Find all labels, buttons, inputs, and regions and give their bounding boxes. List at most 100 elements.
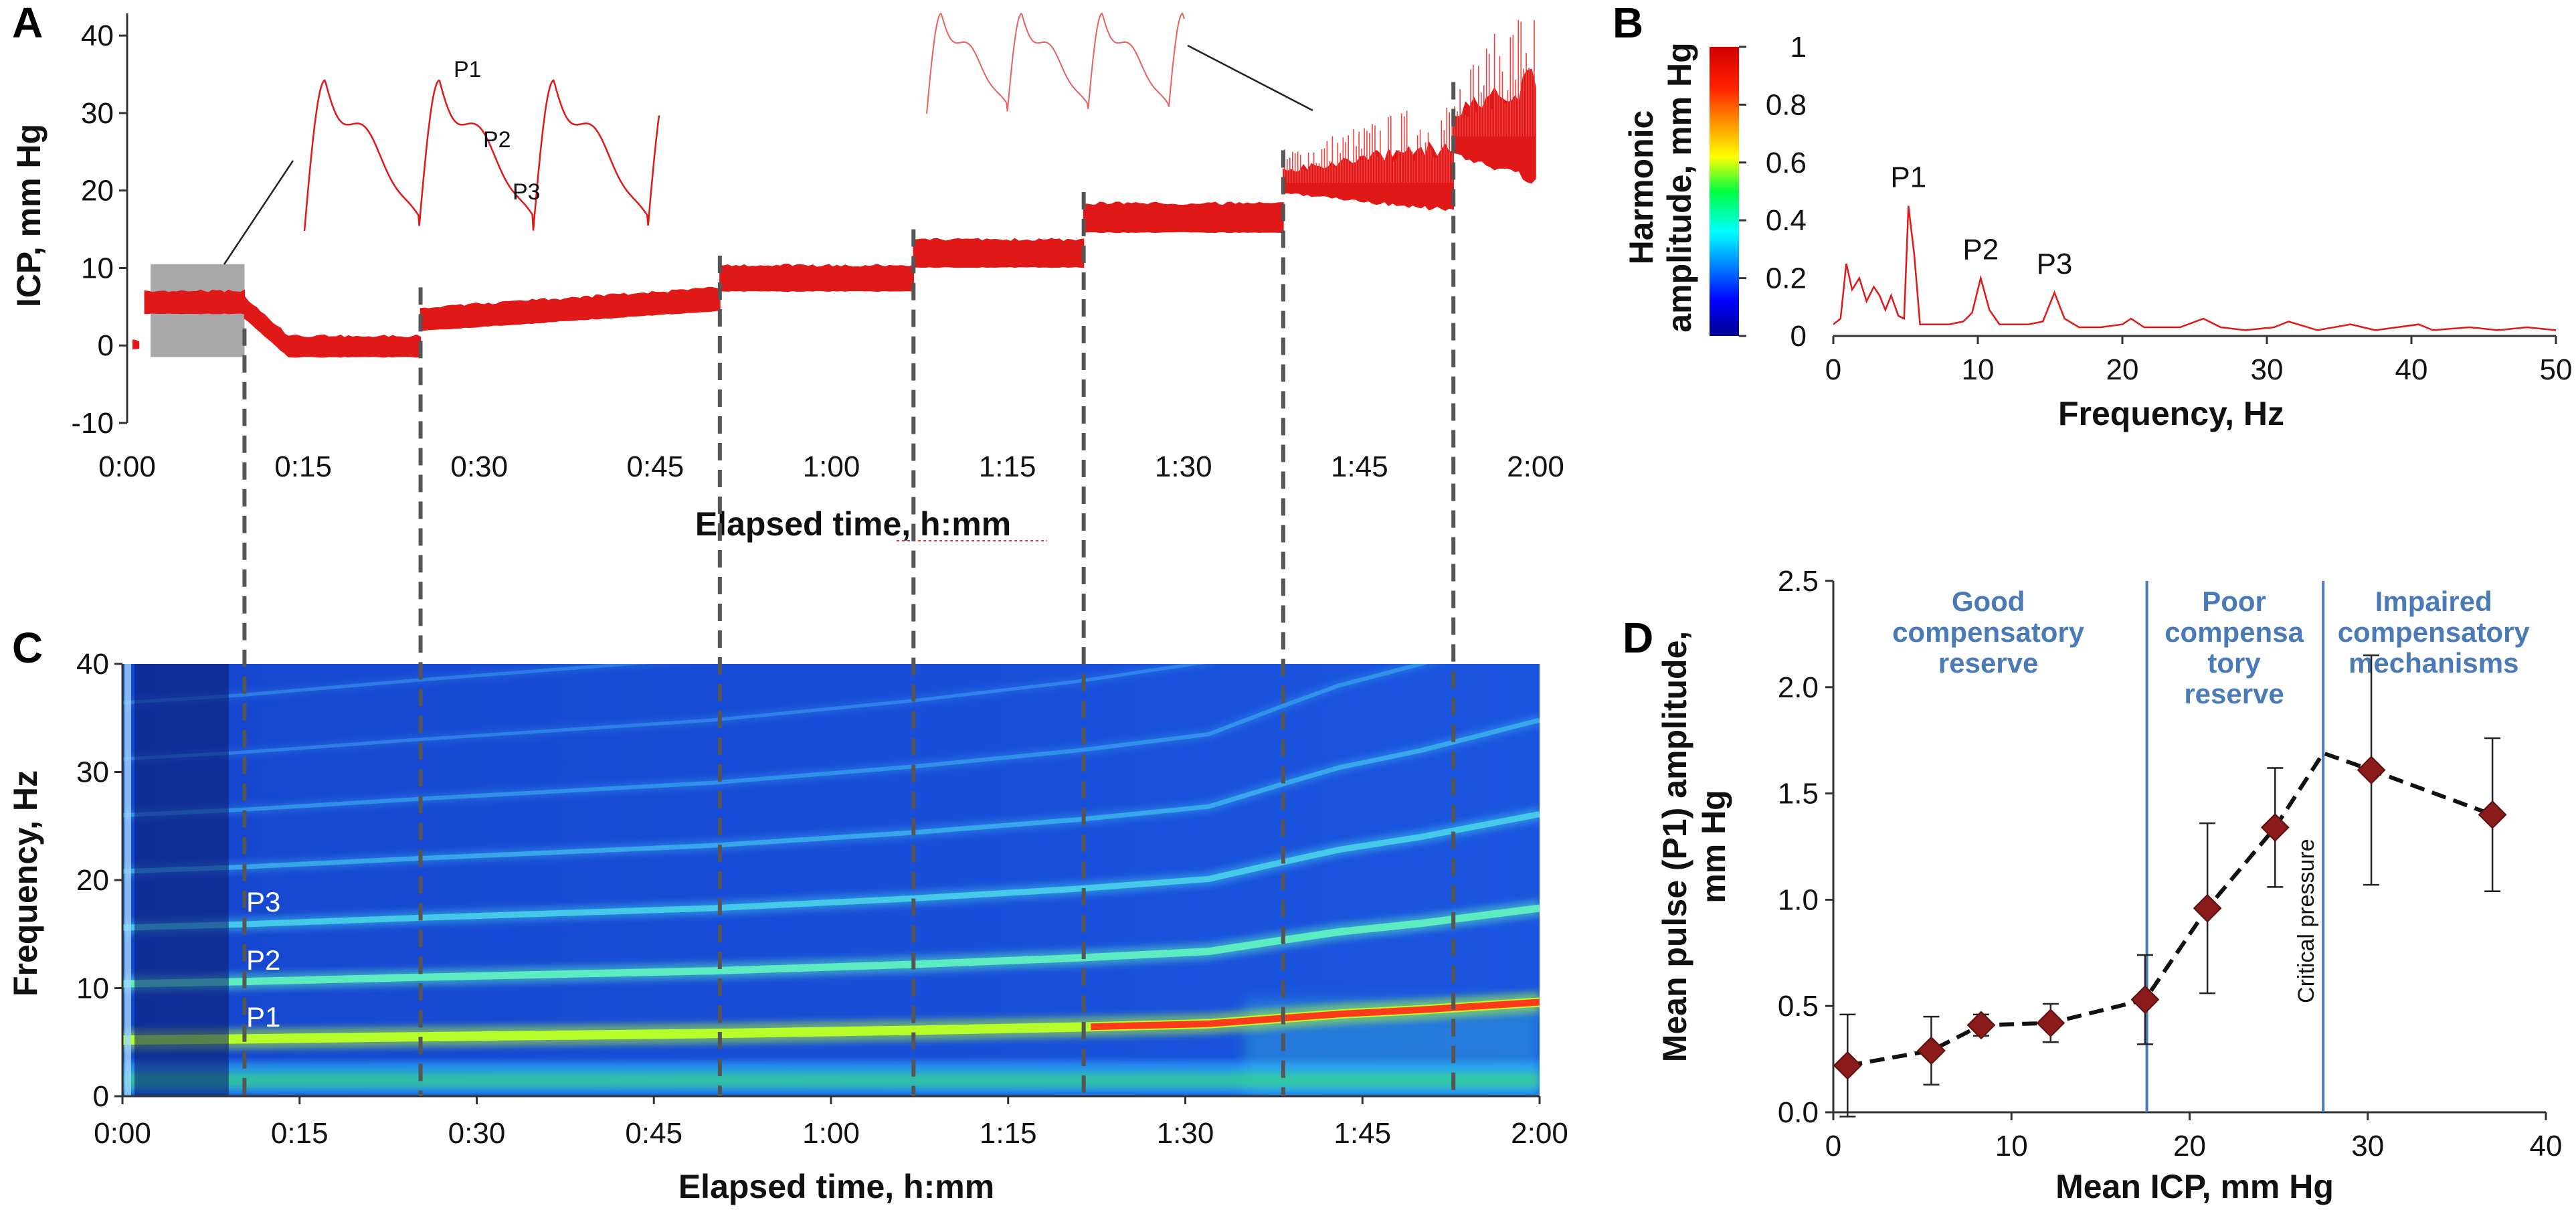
colorbar-tick-label: 0.6 bbox=[1766, 147, 1807, 179]
zone-label-3-line-1: Impaired bbox=[2375, 586, 2492, 617]
data-point-6 bbox=[2193, 893, 2222, 923]
y-tick-label-a: 0 bbox=[98, 329, 114, 362]
y-axis-label-a: ICP, mm Hg bbox=[10, 124, 48, 307]
spectrogram-bands bbox=[122, 664, 1540, 1096]
x-tick-label-a: 0:15 bbox=[274, 450, 332, 483]
y-tick-label-c: 0 bbox=[93, 1080, 109, 1113]
panel-label-c: C bbox=[12, 624, 43, 672]
harmonic-spectrum-line bbox=[1833, 205, 2557, 331]
x-tick-label-a: 0:00 bbox=[98, 450, 156, 483]
x-tick-label-c: 0:30 bbox=[448, 1117, 506, 1150]
y-axis-label-b-line1: Harmonic bbox=[1623, 110, 1660, 265]
x-tick-label-c: 0:15 bbox=[271, 1117, 329, 1150]
inset-connector-left bbox=[223, 160, 294, 265]
y-tick-label-a: 20 bbox=[81, 175, 114, 207]
data-point-1 bbox=[1833, 1051, 1862, 1080]
x-axis-label-b: Frequency, Hz bbox=[2058, 395, 2284, 432]
data-point-5 bbox=[2130, 985, 2160, 1015]
pulse-amplitude-chart: 0.00.51.01.52.02.50 10 20 30 40 Goodcompensa… bbox=[1656, 565, 2562, 1205]
colorbar-tick-label: 0.4 bbox=[1766, 204, 1807, 237]
harmonic-band-7 bbox=[122, 664, 650, 705]
data-point-4 bbox=[2036, 1009, 2065, 1038]
x-tick-label-a: 1:15 bbox=[979, 450, 1036, 483]
y-tick-label-d: 1.5 bbox=[1778, 778, 1819, 810]
y-axis-label-b-line2: amplitude, mm Hg bbox=[1661, 42, 1698, 332]
y-tick-label-a: 10 bbox=[81, 252, 114, 284]
x-axis-label-c: Elapsed time, h:mm bbox=[678, 1168, 994, 1205]
y-tick-label-d: 0.5 bbox=[1778, 990, 1819, 1023]
colorbar-tick-label: 1 bbox=[1790, 31, 1807, 64]
pulse-amplitude-trend bbox=[1847, 750, 2494, 1068]
peak-label-p3: P3 bbox=[2037, 248, 2073, 280]
y-axis-label-d-line2: mm Hg bbox=[1695, 790, 1732, 903]
y-tick-label-a: -10 bbox=[71, 407, 114, 440]
icp-stage-1 bbox=[132, 339, 140, 349]
inset-connector-right bbox=[1187, 44, 1313, 112]
zone-label-2-line-3: tory bbox=[2207, 647, 2261, 679]
x-tick-label-b: 20 bbox=[2106, 353, 2139, 386]
colorbar-tick-label: 0.8 bbox=[1766, 88, 1807, 121]
zone-label-2-line-2: compensa bbox=[2165, 616, 2304, 648]
harmonic-band-3 bbox=[122, 811, 1540, 931]
icp-stage-7 bbox=[1083, 201, 1284, 234]
x-tick-label-c: 2:00 bbox=[1511, 1117, 1568, 1150]
y-tick-label-c: 30 bbox=[76, 756, 109, 789]
icp-stage-8 bbox=[1283, 141, 1454, 211]
y-tick-label-a: 30 bbox=[81, 97, 114, 130]
zone-label-1-line-1: Good bbox=[1952, 586, 2025, 617]
peak-label-p2: P2 bbox=[1962, 234, 1999, 266]
zone-label-3-line-3: mechanisms bbox=[2349, 647, 2518, 679]
panel-label-d: D bbox=[1623, 614, 1653, 662]
waveform-inset-high bbox=[926, 12, 1185, 114]
icp-stage-2 bbox=[144, 289, 246, 315]
y-axis-label-d-line1: Mean pulse (P1) amplitude, bbox=[1656, 631, 1693, 1063]
x-axis-label-a: Elapsed time, h:mm bbox=[695, 505, 1011, 543]
spectrogram-shaded-window bbox=[134, 664, 229, 1096]
x-tick-label-d: 10 bbox=[1995, 1130, 2028, 1162]
y-tick-label-d: 1.0 bbox=[1778, 883, 1819, 916]
icp-stage-4 bbox=[420, 286, 721, 331]
pulse-axes: 0.0 0.5 1.0 1.5 2.0 2.5 0 10 20 30 40 bbox=[1778, 565, 2563, 1162]
x-tick-label-c: 1:45 bbox=[1333, 1117, 1391, 1150]
band-label-p1: P1 bbox=[246, 1001, 280, 1033]
y-axis-label-c: Frequency, Hz bbox=[7, 770, 44, 996]
y-tick-label-c: 40 bbox=[76, 648, 109, 681]
zone-label-1-line-2: compensatory bbox=[1892, 616, 2085, 648]
x-tick-label-c: 0:45 bbox=[625, 1117, 682, 1150]
x-tick-label-b: 40 bbox=[2395, 353, 2428, 386]
x-tick-label-c: 0:00 bbox=[94, 1117, 151, 1150]
y-tick-label-d: 0.0 bbox=[1778, 1096, 1819, 1129]
panel-label-a: A bbox=[12, 0, 43, 47]
x-tick-label-b: 0 bbox=[1825, 353, 1841, 386]
amplitude-colorbar bbox=[1710, 47, 1739, 336]
x-tick-label-c: 1:00 bbox=[802, 1117, 860, 1150]
harmonic-band-6 bbox=[122, 664, 1206, 761]
y-tick-label-d: 2.5 bbox=[1778, 565, 1819, 598]
spectrogram-low-band-core bbox=[122, 1072, 1540, 1088]
data-point-8 bbox=[2357, 756, 2386, 785]
x-tick-label-a: 1:45 bbox=[1331, 450, 1388, 483]
waveform-inset-low bbox=[303, 79, 660, 232]
panel-label-b: B bbox=[1613, 0, 1643, 47]
zone-label-3-line-2: compensatory bbox=[2338, 616, 2531, 648]
x-tick-label-d: 30 bbox=[2351, 1130, 2384, 1162]
x-axis-label-d: Mean ICP, mm Hg bbox=[2055, 1168, 2334, 1205]
icp-stage-5 bbox=[719, 263, 915, 292]
data-point-2 bbox=[1917, 1036, 1946, 1065]
x-tick-label-d: 0 bbox=[1825, 1130, 1841, 1162]
x-tick-label-c: 1:15 bbox=[980, 1117, 1037, 1150]
band-label-p3: P3 bbox=[246, 886, 280, 918]
icp-signal bbox=[132, 20, 1536, 358]
peak-label-p1: P1 bbox=[1890, 161, 1926, 194]
spectrogram-chart: 0 10 20 30 40 0:00 0:15 0:30 0:45 1:00 1:15 1:30 1:4… bbox=[7, 648, 1568, 1205]
spectrogram-edge-band bbox=[124, 664, 131, 1096]
x-tick-label-a: 2:00 bbox=[1507, 450, 1564, 483]
data-point-9 bbox=[2478, 800, 2507, 829]
colorbar-tick-label: 0 bbox=[1790, 320, 1807, 353]
band-label-p2: P2 bbox=[246, 944, 280, 976]
zone-label-1-line-3: reserve bbox=[1938, 647, 2038, 679]
pulse-amplitude-points bbox=[1833, 654, 2507, 1118]
harmonic-band-4 bbox=[122, 717, 1540, 874]
x-tick-label-a: 1:00 bbox=[803, 450, 860, 483]
